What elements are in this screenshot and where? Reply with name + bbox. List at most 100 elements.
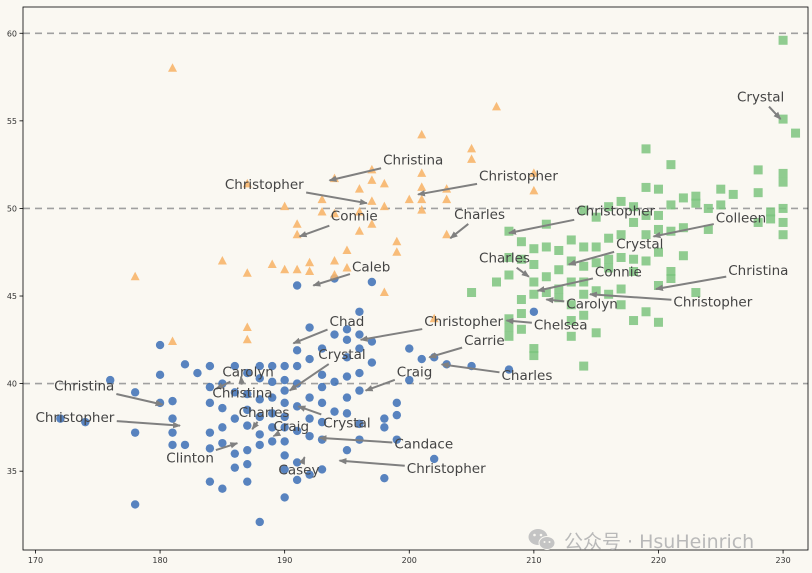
x-tick-label: 170 [28, 556, 43, 565]
square-point [467, 288, 477, 298]
square-point [516, 295, 526, 305]
circle-point [380, 473, 389, 483]
square-point [641, 182, 651, 192]
circle-point [56, 414, 65, 423]
circle-point [255, 430, 264, 439]
square-point [778, 114, 788, 124]
square-point [766, 214, 776, 224]
annotation-arrow [215, 380, 231, 390]
circle-point [392, 435, 402, 444]
square-point [529, 344, 539, 354]
circle-point [305, 354, 314, 364]
y-axis: 35 40 45 50 55 60 [7, 29, 23, 476]
annotation-arrow [328, 167, 382, 182]
triangle-point [305, 266, 315, 275]
annotation-arrow [251, 421, 259, 430]
circle-point [280, 412, 289, 422]
circle-point [243, 477, 252, 486]
triangle-point [379, 178, 389, 188]
annotation-label: Charles [239, 405, 290, 421]
circle-point [268, 361, 277, 371]
square-point [554, 245, 564, 255]
watermark: 公众号 · HsuHeinrich [528, 529, 754, 553]
annotation-label: Colleen [716, 210, 766, 226]
square-point [616, 230, 626, 240]
watermark-text: 公众号 · HsuHeinrich [564, 531, 754, 553]
square-point [554, 284, 564, 294]
circle-point [305, 323, 314, 332]
square-point [691, 198, 701, 208]
square-point [666, 266, 676, 276]
annotation-label: Christopher [407, 461, 486, 477]
annotation-arrow [116, 420, 181, 429]
triangle-point [417, 168, 427, 177]
annotation-label: Christopher [576, 203, 655, 219]
circle-point [268, 393, 277, 402]
circle-point [317, 344, 327, 353]
circle-point [168, 396, 177, 406]
x-tick-label: 190 [277, 556, 292, 565]
circle-point [342, 393, 352, 402]
annotation-label: Christina [212, 386, 272, 402]
triangle-point [417, 182, 427, 191]
square-point [566, 331, 576, 341]
triangle-point [354, 226, 364, 235]
circle-point [529, 307, 539, 316]
circle-point [305, 431, 314, 441]
circle-point [268, 423, 277, 432]
triangle-point [442, 229, 452, 239]
annotation-arrow [654, 275, 727, 291]
circle-point [205, 398, 215, 408]
circle-point [280, 465, 289, 474]
circle-point [280, 386, 289, 395]
square-point [778, 168, 788, 178]
circle-point [168, 428, 177, 437]
square-point [579, 242, 589, 252]
triangle-point [317, 194, 327, 204]
circle-point [317, 398, 327, 408]
circle-point [342, 335, 352, 345]
square-point [629, 266, 639, 276]
triangle-point [267, 259, 277, 268]
annotation-label: Christina [728, 263, 788, 279]
square-point [516, 309, 526, 319]
annotation-label: Christopher [35, 410, 114, 426]
annotation-arrow [417, 182, 478, 197]
annotation-label: Christopher [225, 177, 304, 193]
annotation-label: Connie [595, 265, 642, 281]
square-point [566, 235, 576, 245]
x-tick-label: 230 [775, 556, 790, 565]
square-point [579, 310, 589, 320]
circle-point [168, 440, 177, 450]
circle-point [355, 386, 364, 395]
triangle-point [417, 129, 427, 139]
circle-point [243, 389, 252, 399]
circle-point [268, 437, 277, 446]
circle-point [292, 346, 302, 355]
circle-point [205, 382, 215, 392]
circle-point [180, 360, 190, 369]
circle-point [305, 393, 314, 402]
y-tick-label: 50 [7, 204, 17, 213]
square-point [554, 265, 564, 275]
annotation-arrow [298, 456, 306, 465]
circle-point [255, 412, 264, 422]
circle-point [280, 361, 289, 371]
circle-point [205, 477, 215, 486]
square-point [579, 289, 589, 299]
x-tick-label: 180 [152, 556, 167, 565]
square-point [504, 226, 514, 236]
circle-point [342, 325, 352, 334]
circle-point [218, 403, 227, 413]
annotation-arrow [288, 363, 330, 392]
circle-point [317, 435, 327, 444]
triangle-point [367, 219, 377, 228]
triangle-point [392, 236, 402, 246]
circle-point [230, 449, 240, 458]
circle-point [355, 330, 364, 339]
square-point [753, 217, 763, 227]
triangle-point [417, 205, 427, 214]
annotation-arrow [588, 291, 672, 301]
circle-point [180, 440, 190, 450]
triangle-point [242, 178, 252, 188]
